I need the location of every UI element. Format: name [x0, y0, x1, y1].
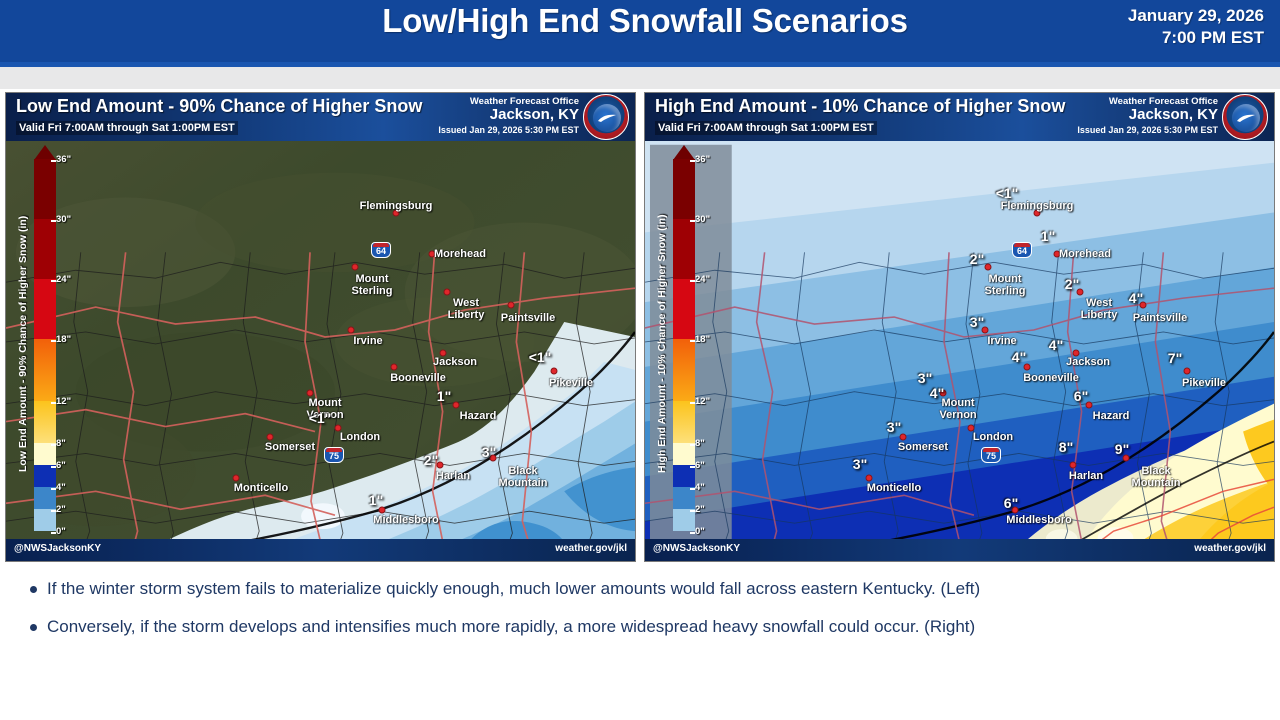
- bullet-text-1: If the winter storm system fails to mate…: [47, 579, 981, 598]
- colorbar-tick-24: 24": [50, 274, 72, 285]
- colorbar-tick-36: 36": [50, 154, 72, 165]
- colorbar-tick-2: 2": [690, 504, 705, 515]
- colorbar-gradient: [673, 159, 695, 531]
- map-graphic-high-end: [645, 93, 1274, 561]
- colorbar-tick-18: 18": [689, 334, 711, 345]
- colorbar-axis-title: Low End Amount - 90% Chance of Higher Sn…: [17, 215, 29, 473]
- colorbar-high-end: High End Amount - 10% Chance of Higher S…: [653, 145, 731, 543]
- colorbar-tick-30: 30": [50, 214, 72, 225]
- date-time-block: January 29, 2026 7:00 PM EST: [1128, 5, 1264, 49]
- map-panel-high-end[interactable]: High End Amount - 10% Chance of Higher S…: [644, 92, 1275, 562]
- page-title: Low/High End Snowfall Scenarios: [382, 2, 908, 39]
- colorbar-tick-8: 8": [51, 438, 66, 449]
- website-url: weather.gov/jkl: [555, 543, 627, 554]
- wfo-label: Weather Forecast Office: [1108, 96, 1218, 107]
- colorbar-top-arrow: [673, 145, 695, 160]
- colorbar-top-arrow: [34, 145, 56, 160]
- slide-title-bar: Low/High End Snowfall Scenarios January …: [0, 0, 1280, 62]
- wfo-block-low-end: Weather Forecast Office Jackson, KY Issu…: [438, 96, 579, 135]
- colorbar-tick-0: 0": [51, 526, 66, 537]
- colorbar-tick-24: 24": [689, 274, 711, 285]
- nws-logo-icon: [1222, 94, 1268, 140]
- colorbar-tick-18: 18": [50, 334, 72, 345]
- header-grey-strip: [0, 67, 1280, 89]
- colorbar-low-end: Low End Amount - 90% Chance of Higher Sn…: [14, 145, 92, 543]
- colorbar-gradient: [34, 159, 56, 531]
- colorbar-tick-12: 12": [689, 396, 711, 407]
- slide-date: January 29, 2026: [1127, 6, 1264, 25]
- map-valid-low-end: Valid Fri 7:00AM through Sat 1:00PM EST: [16, 121, 238, 135]
- bullet-text-2: Conversely, if the storm develops and in…: [47, 617, 976, 636]
- colorbar-tick-2: 2": [51, 504, 66, 515]
- bullet-item-1: If the winter storm system fails to mate…: [30, 578, 1260, 600]
- colorbar-tick-12: 12": [50, 396, 72, 407]
- map-title-high-end: High End Amount - 10% Chance of Higher S…: [655, 96, 1066, 116]
- wfo-issued: Issued Jan 29, 2026 5:30 PM EST: [1077, 125, 1218, 135]
- nws-gull-icon: [598, 114, 616, 122]
- map-header-high-end: High End Amount - 10% Chance of Higher S…: [645, 93, 1274, 141]
- wfo-issued: Issued Jan 29, 2026 5:30 PM EST: [438, 125, 579, 135]
- wfo-block-high-end: Weather Forecast Office Jackson, KY Issu…: [1077, 96, 1218, 135]
- bullet-list: If the winter storm system fails to mate…: [30, 578, 1260, 654]
- map-footer-high-end: @NWSJacksonKY weather.gov/jkl: [645, 539, 1274, 561]
- title-underline: [0, 62, 1280, 67]
- colorbar-tick-4: 4": [51, 482, 66, 493]
- website-url: weather.gov/jkl: [1194, 543, 1266, 554]
- bullet-dot-icon: [30, 586, 37, 593]
- slide-time: 7:00 PM EST: [1161, 28, 1264, 47]
- bullet-item-2: Conversely, if the storm develops and in…: [30, 616, 1260, 638]
- map-valid-high-end: Valid Fri 7:00AM through Sat 1:00PM EST: [655, 121, 877, 135]
- social-handle: @NWSJacksonKY: [14, 543, 101, 554]
- nws-logo-icon: [583, 94, 629, 140]
- colorbar-tick-30: 30": [689, 214, 711, 225]
- nws-gull-icon: [1237, 114, 1255, 122]
- colorbar-tick-6: 6": [690, 460, 705, 471]
- map-panel-low-end[interactable]: Low End Amount - 90% Chance of Higher Sn…: [5, 92, 636, 562]
- map-footer-low-end: @NWSJacksonKY weather.gov/jkl: [6, 539, 635, 561]
- colorbar-tick-4: 4": [690, 482, 705, 493]
- social-handle: @NWSJacksonKY: [653, 543, 740, 554]
- map-title-low-end: Low End Amount - 90% Chance of Higher Sn…: [16, 96, 423, 116]
- wfo-office: Jackson, KY: [1128, 106, 1218, 123]
- bullet-dot-icon: [30, 624, 37, 631]
- map-header-low-end: Low End Amount - 90% Chance of Higher Sn…: [6, 93, 635, 141]
- colorbar-tick-0: 0": [690, 526, 705, 537]
- colorbar-tick-36: 36": [689, 154, 711, 165]
- map-graphic-low-end: [6, 93, 635, 561]
- maps-row: Low End Amount - 90% Chance of Higher Sn…: [5, 92, 1275, 562]
- colorbar-tick-6: 6": [51, 460, 66, 471]
- wfo-office: Jackson, KY: [489, 106, 579, 123]
- wfo-label: Weather Forecast Office: [469, 96, 579, 107]
- colorbar-axis-title: High End Amount - 10% Chance of Higher S…: [656, 214, 668, 474]
- colorbar-tick-8: 8": [690, 438, 705, 449]
